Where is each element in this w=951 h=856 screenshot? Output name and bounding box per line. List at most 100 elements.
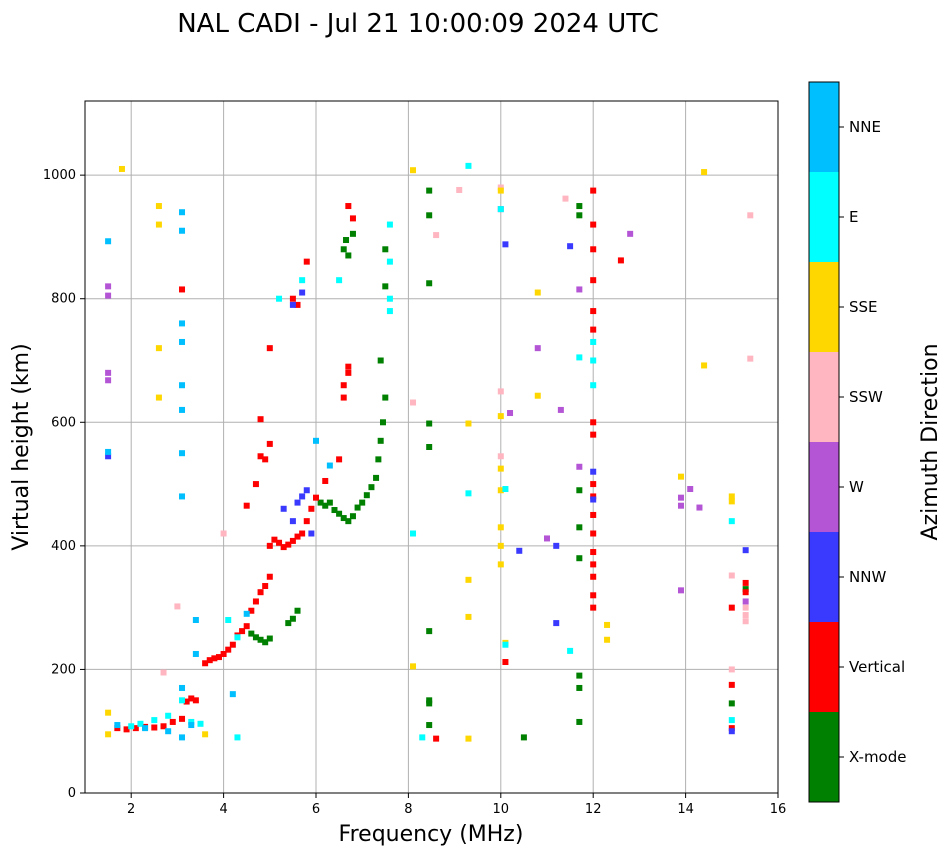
plot-frame	[84, 100, 779, 794]
point-vertical	[243, 623, 250, 630]
point-vertical	[266, 345, 273, 352]
point-sse	[410, 167, 417, 174]
point-sse	[118, 165, 125, 172]
point-x-mode	[368, 484, 375, 491]
point-vertical	[433, 735, 440, 742]
point-vertical	[590, 221, 597, 228]
point-vertical	[617, 257, 624, 264]
point-x-mode	[426, 697, 433, 704]
colorbar-segment	[809, 172, 839, 262]
point-w	[627, 230, 634, 237]
point-nnw	[308, 530, 315, 537]
point-vertical	[188, 695, 195, 702]
point-vertical	[340, 394, 347, 401]
colorbar: X-mode Vertical NNW W SSW SSE E NNE	[808, 81, 906, 803]
point-e	[128, 723, 135, 730]
grid-lines	[85, 101, 779, 794]
point-vertical	[289, 295, 296, 302]
point-w	[544, 535, 550, 542]
point-ssw	[747, 355, 754, 362]
point-sse	[701, 362, 708, 369]
point-vertical	[294, 533, 301, 540]
point-vertical	[285, 541, 292, 548]
point-vertical	[151, 724, 158, 731]
point-vertical	[114, 725, 121, 732]
point-nnw	[105, 453, 112, 460]
point-sse	[534, 289, 541, 296]
point-ssw	[747, 212, 754, 219]
point-w	[576, 286, 583, 293]
point-e	[299, 277, 306, 284]
point-nnw	[590, 496, 597, 503]
y-tick-label: 400	[51, 539, 76, 554]
chart-title: NAL CADI - Jul 21 10:00:09 2024 UTC	[177, 9, 659, 39]
point-e	[497, 206, 504, 213]
point-vertical	[345, 369, 352, 376]
colorbar-label: SSW	[849, 388, 883, 406]
point-nne	[313, 437, 319, 444]
point-x-mode	[426, 420, 433, 427]
point-x-mode	[426, 212, 433, 219]
point-vertical	[590, 573, 597, 580]
point-e	[590, 382, 597, 389]
point-vertical	[728, 604, 735, 611]
point-vertical	[322, 477, 329, 484]
point-vertical	[742, 589, 749, 596]
colorbar-segment	[809, 712, 839, 802]
point-vertical	[252, 598, 259, 605]
point-x-mode	[359, 499, 366, 506]
colorbar-label: NNE	[849, 118, 881, 136]
point-vertical	[262, 456, 269, 463]
point-sse	[497, 187, 504, 194]
point-x-mode	[345, 252, 352, 259]
y-axis-label: Virtual height (km)	[9, 343, 34, 550]
point-x-mode	[294, 607, 301, 614]
point-x-mode	[354, 504, 361, 511]
point-w	[105, 283, 112, 290]
point-w	[677, 587, 684, 594]
point-ssw	[742, 612, 749, 619]
point-vertical	[179, 286, 186, 293]
point-x-mode	[331, 507, 338, 514]
point-e	[137, 720, 144, 727]
point-x-mode	[377, 437, 384, 444]
point-vertical	[257, 453, 264, 460]
point-sse	[155, 221, 162, 228]
point-nne	[179, 406, 186, 413]
point-x-mode	[728, 700, 735, 707]
point-ssw	[497, 388, 504, 395]
point-nnw	[289, 518, 296, 525]
point-e	[728, 717, 735, 724]
x-axis-label: Frequency (MHz)	[339, 822, 524, 847]
point-vertical	[308, 505, 315, 512]
point-vertical	[225, 646, 232, 653]
point-vertical	[340, 382, 347, 389]
y-tick-label: 200	[51, 662, 76, 677]
point-e	[386, 295, 393, 302]
point-e	[225, 617, 232, 623]
point-vertical	[215, 654, 222, 661]
point-sse	[465, 735, 472, 742]
point-ssw	[160, 669, 167, 676]
point-vertical	[742, 579, 749, 586]
point-sse	[604, 621, 611, 628]
point-e	[419, 734, 426, 741]
point-x-mode	[576, 672, 583, 679]
point-w	[677, 502, 684, 509]
point-e	[179, 697, 186, 704]
point-ssw	[742, 604, 749, 611]
point-w	[105, 369, 112, 376]
x-tick-label: 12	[585, 802, 602, 817]
colorbar-label: E	[849, 208, 858, 226]
y-axis-ticks: 0 200 400 600 800 1000	[43, 168, 85, 801]
point-sse	[105, 731, 112, 738]
point-nne	[243, 610, 250, 617]
x-tick-label: 4	[219, 802, 227, 817]
point-w	[557, 406, 564, 413]
point-sse	[701, 169, 708, 176]
point-ssw	[742, 618, 749, 625]
point-vertical	[590, 187, 597, 194]
point-ssw	[433, 232, 440, 239]
point-x-mode	[326, 499, 333, 506]
